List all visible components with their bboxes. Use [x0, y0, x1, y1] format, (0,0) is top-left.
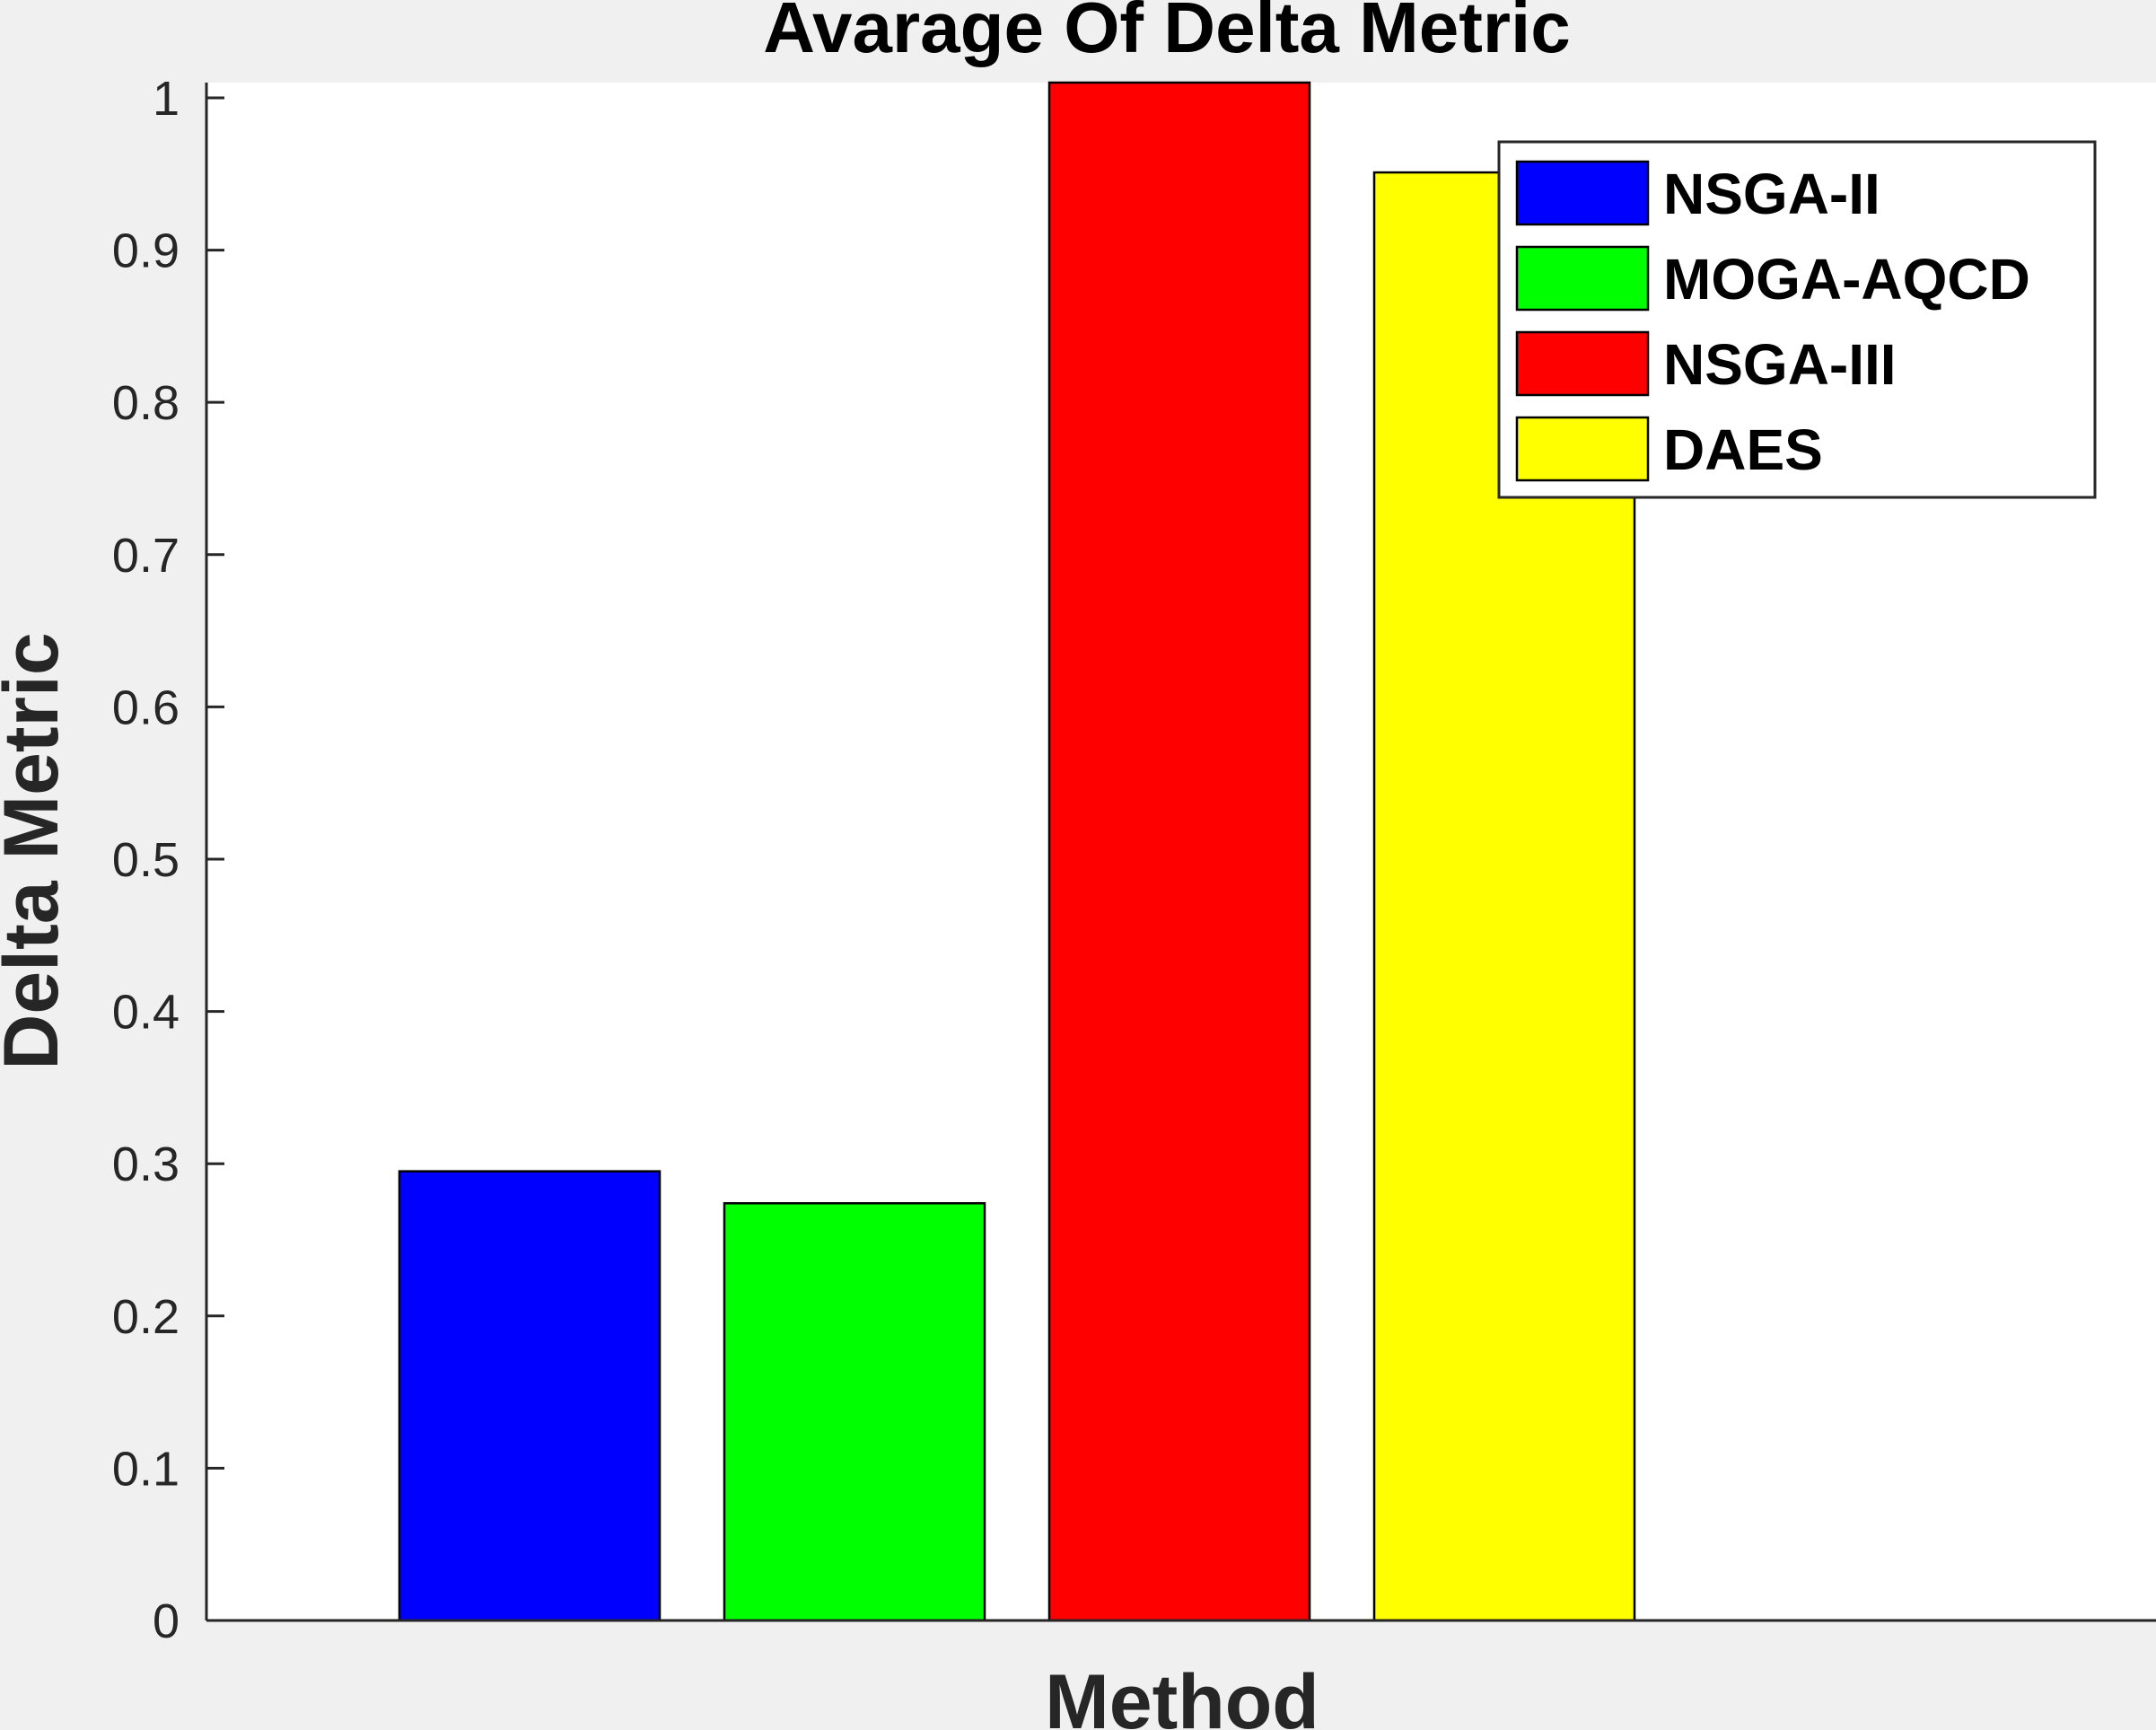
bar-nsga-iii	[1047, 81, 1311, 1622]
legend-swatch-moga-aqcd	[1515, 245, 1650, 312]
legend-swatch-nsga-ii	[1515, 160, 1650, 226]
legend-swatch-nsga-iii	[1515, 330, 1650, 397]
y-ticks: 0 0.1 0.2 0.3 0.4 0.5 0.6 0.7 0.8 0.9 1	[112, 72, 224, 1648]
legend-label-daes: DAES	[1663, 417, 1823, 482]
y-tick-label: 0.7	[112, 529, 180, 583]
y-tick-label: 0.4	[112, 986, 180, 1040]
x-axis-label: Method	[1045, 1659, 1319, 1730]
legend: NSGA-II MOGA-AQCD NSGA-III DAES	[1497, 140, 2097, 499]
y-tick-label: 0	[153, 1594, 180, 1648]
y-tick-label: 0.5	[112, 833, 180, 887]
y-tick-label: 0.1	[112, 1442, 180, 1496]
legend-swatch-daes	[1515, 416, 1650, 482]
bar-nsga-ii	[398, 1170, 662, 1622]
axes-layer	[205, 83, 2156, 1622]
y-tick-label: 0.3	[112, 1137, 180, 1191]
y-axis-label: Delta Metric	[0, 632, 74, 1070]
y-tick-label: 0.6	[112, 681, 180, 734]
legend-label-nsga-iii: NSGA-III	[1663, 332, 1897, 397]
legend-label-nsga-ii: NSGA-II	[1663, 162, 1880, 226]
y-tick-label: 0.2	[112, 1290, 180, 1344]
y-tick-label: 0.8	[112, 376, 180, 430]
chart-title: Avarage Of Delta Metric	[763, 0, 1571, 67]
legend-label-moga-aqcd: MOGA-AQCD	[1663, 247, 2030, 312]
y-tick-label: 0.9	[112, 224, 180, 278]
bar-moga-aqcd	[723, 1202, 986, 1622]
y-tick-label: 1	[153, 72, 180, 126]
